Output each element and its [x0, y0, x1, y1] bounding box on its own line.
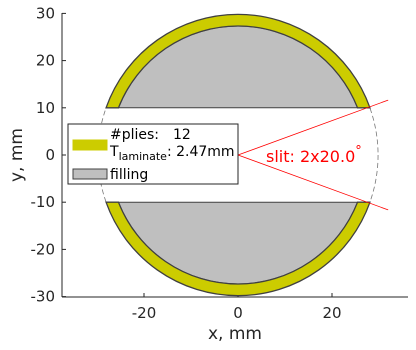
x-tick-label: 20: [322, 304, 341, 322]
x-axis-label: x, mm: [208, 324, 262, 344]
y-tick-label: 30: [36, 4, 55, 22]
slit-annotation: slit: 2x20.0°: [266, 144, 362, 166]
slit-ray-lower: [237, 154, 389, 211]
x-tick-label: -20: [132, 304, 157, 322]
filling-bottom: [117, 201, 359, 285]
slit-annotation-text: slit: 2x20.0: [266, 147, 355, 166]
slit-annotation-degree: °: [355, 144, 362, 159]
legend-filling-swatch: [72, 168, 108, 180]
legend-t-subscript: laminate: [119, 150, 168, 163]
x-tick-label: 0: [233, 304, 243, 322]
y-tick-label: -10: [31, 193, 56, 211]
legend-plies-value: 12: [173, 127, 191, 143]
legend-laminate-swatch: [72, 139, 108, 151]
y-axis-label: y, mm: [7, 128, 27, 182]
filling-top: [117, 25, 359, 109]
y-tick-label: 20: [36, 52, 55, 70]
y-tick-label: -30: [31, 288, 56, 306]
legend: #plies: 12 Tlaminate: 2.47mm filling: [67, 123, 239, 185]
legend-plies-label: #plies:: [110, 127, 159, 143]
y-tick-label: -20: [31, 240, 56, 258]
legend-t-value: : 2.47mm: [167, 144, 235, 160]
slit-ray-upper: [237, 99, 389, 156]
legend-filling-label: filling: [110, 167, 148, 183]
y-tick-label: 0: [45, 146, 55, 164]
laminate-bottom: [105, 201, 371, 297]
legend-thickness: Tlaminate: 2.47mm: [109, 144, 235, 163]
legend-t-label: T: [109, 144, 119, 160]
laminate-top: [105, 13, 371, 109]
y-tick-label: 10: [36, 99, 55, 117]
